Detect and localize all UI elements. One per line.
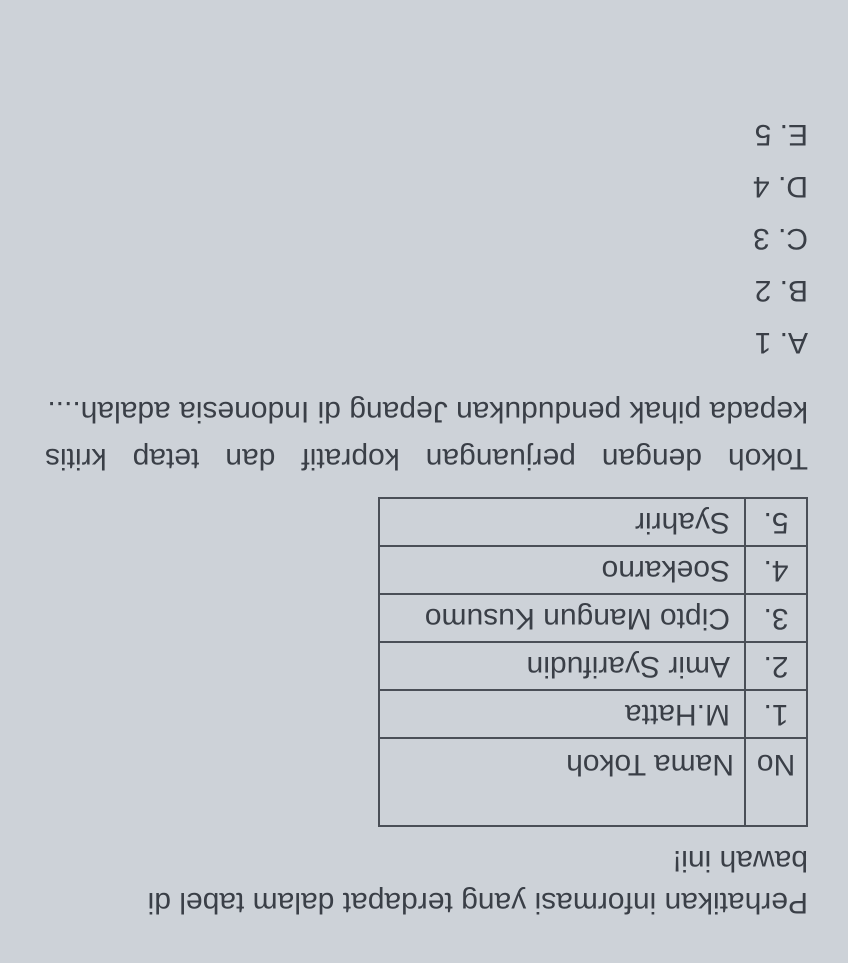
choice-d: D. 4 <box>45 162 808 210</box>
header-nama: Nama Tokoh <box>379 738 745 826</box>
table-row: 3. Cipto Mangun Kusumo <box>379 594 807 642</box>
question-text: Tokoh dengan perjuangan kopratif dan tet… <box>45 388 808 481</box>
intro-line-2: bawah ini! <box>673 844 808 877</box>
table-row: 4. Soekarno <box>379 546 807 594</box>
intro-text: Perhatikan informasi yang terdapat dalam… <box>45 839 808 923</box>
cell-no: 5. <box>745 498 807 546</box>
question-block: Perhatikan informasi yang terdapat dalam… <box>45 35 808 923</box>
table-header-row: No Nama Tokoh <box>379 738 807 826</box>
table-row: 5. Syahrir <box>379 498 807 546</box>
cell-nama: Cipto Mangun Kusumo <box>379 594 745 642</box>
table-row: 2. Amir Syarifudin <box>379 642 807 690</box>
answer-choices: A. 1 B. 2 C. 3 D. 4 E. 5 <box>45 106 808 366</box>
choice-c: C. 3 <box>45 214 808 262</box>
cell-nama: M.Hatta <box>379 690 745 738</box>
tokoh-table: No Nama Tokoh 1. M.Hatta 2. Amir Syarifu… <box>378 497 808 827</box>
choice-e: E. 5 <box>45 110 808 158</box>
cell-nama: Syahrir <box>379 498 745 546</box>
table-row: 1. M.Hatta <box>379 690 807 738</box>
table-wrapper: No Nama Tokoh 1. M.Hatta 2. Amir Syarifu… <box>45 497 808 827</box>
cell-no: 4. <box>745 546 807 594</box>
cell-nama: Soekarno <box>379 546 745 594</box>
cell-no: 2. <box>745 642 807 690</box>
intro-line-1: Perhatikan informasi yang terdapat dalam… <box>148 886 808 919</box>
cell-no: 3. <box>745 594 807 642</box>
cell-nama: Amir Syarifudin <box>379 642 745 690</box>
choice-a: A. 1 <box>45 318 808 366</box>
cell-no: 1. <box>745 690 807 738</box>
header-no: No <box>745 738 807 826</box>
choice-b: B. 2 <box>45 266 808 314</box>
